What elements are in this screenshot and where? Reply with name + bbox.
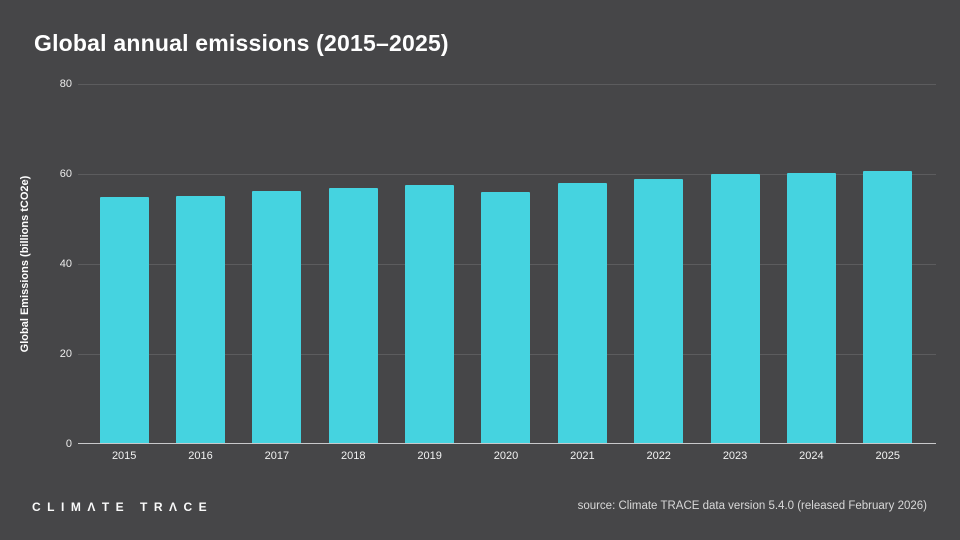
x-tick-label-2017: 2017 [264,450,290,462]
bar-column-2016: 2016 [162,84,238,462]
y-tick-label-0: 0 [65,438,72,450]
bar-2015 [99,197,149,444]
bar-2024 [786,172,836,444]
bar-column-2024: 2024 [773,84,849,462]
bar-column-2017: 2017 [239,84,315,462]
x-tick-label-2021: 2021 [570,450,595,462]
bar-column-2021: 2021 [544,84,620,462]
bar-2020 [481,192,531,444]
bar-column-2018: 2018 [315,84,391,462]
bars-layer: 2015 2016 2017 2018 2019 2020 2021 2022 2023 2024… [86,84,926,462]
x-tick-label-2016: 2016 [188,450,213,462]
bar-2016 [176,195,226,444]
climate-trace-logo: CLIMΛTE TRΛCE [32,500,214,514]
bar-2025 [863,171,913,444]
gridline-80 [78,84,936,85]
x-tick-label-2023: 2023 [722,450,748,462]
bar-column-2020: 2020 [468,84,544,462]
x-tick-label-2022: 2022 [646,450,671,462]
bar-2018 [328,187,378,444]
x-tick-label-2018: 2018 [341,450,366,462]
x-axis-line [78,443,936,444]
y-axis-title: Global Emissions (billions tCO2e) [19,175,31,353]
y-tick-label-40: 40 [59,258,72,270]
y-tick-label-80: 80 [59,78,72,90]
bar-column-2022: 2022 [621,84,697,462]
source-note: source: Climate TRACE data version 5.4.0… [577,500,927,512]
y-tick-label-60: 60 [59,168,72,180]
bar-2021 [557,182,607,444]
x-tick-label-2024: 2024 [799,450,824,462]
bar-column-2015: 2015 [86,84,162,462]
bar-2023 [710,174,760,444]
x-tick-label-2020: 2020 [493,450,519,462]
y-tick-label-20: 20 [59,348,72,360]
bar-chart: 0 20 40 60 80 2015 2016 2017 2018 2019 2020 2021 202… [60,78,936,462]
bar-2019 [405,184,455,444]
bar-column-2023: 2023 [697,84,773,462]
x-tick-label-2015: 2015 [111,450,137,462]
gridline-60 [78,174,936,175]
bar-column-2025: 2025 [850,84,926,462]
bar-column-2019: 2019 [391,84,467,462]
x-tick-label-2019: 2019 [417,450,442,462]
page-title: Global annual emissions (2015–2025) [34,30,449,56]
bar-2017 [252,190,302,444]
x-tick-label-2025: 2025 [875,450,901,462]
bar-2022 [634,178,684,444]
